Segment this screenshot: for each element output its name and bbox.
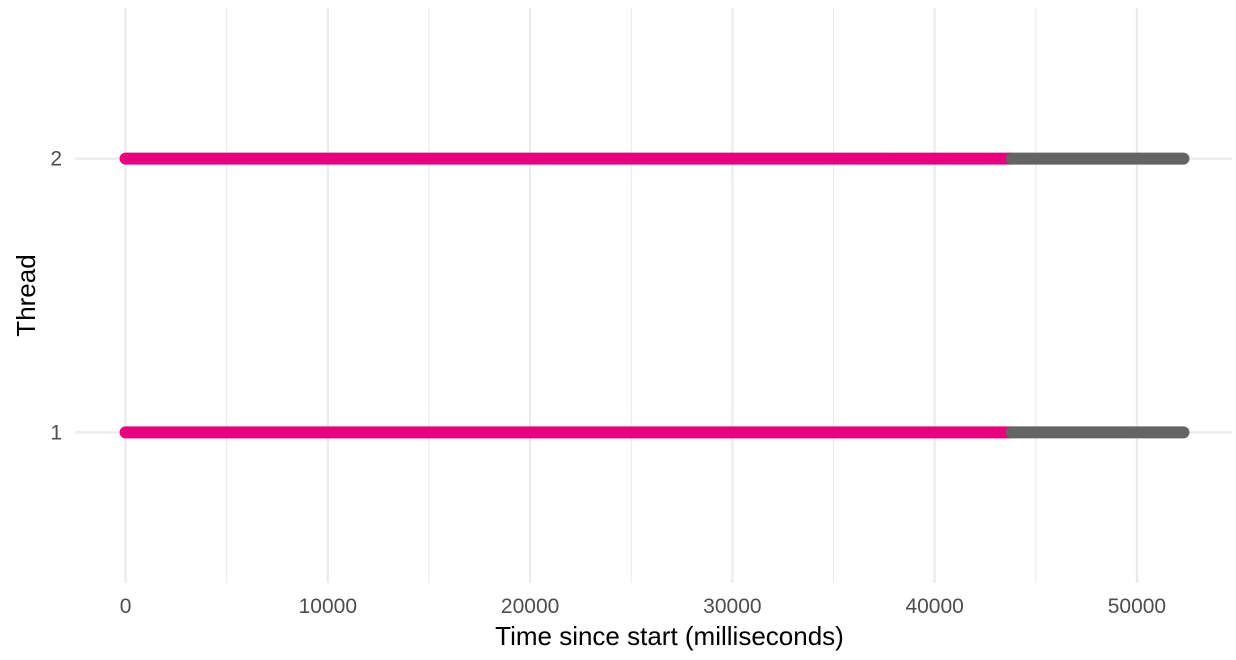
- y-tick-label: 1: [50, 421, 62, 444]
- x-tick-label: 0: [120, 595, 132, 618]
- x-tick-labels: 0 10000 20000 30000 40000 50000: [120, 595, 1166, 618]
- grid-lines: [75, 8, 1232, 583]
- x-tick-label: 10000: [299, 595, 357, 618]
- y-axis-title: Thread: [11, 254, 41, 336]
- x-tick-label: 30000: [703, 595, 761, 618]
- x-tick-label: 20000: [501, 595, 559, 618]
- y-tick-label: 2: [50, 148, 62, 171]
- thread-segments: [119, 152, 1190, 439]
- x-axis-title: Time since start (milliseconds): [495, 621, 844, 651]
- x-tick-label: 50000: [1108, 595, 1166, 618]
- x-tick-label: 40000: [905, 595, 963, 618]
- y-tick-labels: 12: [50, 148, 62, 445]
